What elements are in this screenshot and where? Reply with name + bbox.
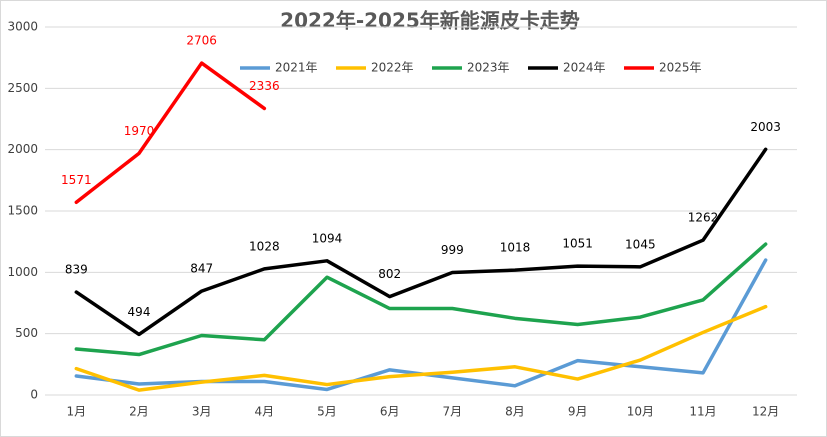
x-tick-label: 6月 bbox=[380, 405, 400, 419]
series-line bbox=[74, 61, 267, 205]
data-label: 1051 bbox=[562, 237, 593, 251]
legend-label: 2021年 bbox=[275, 61, 318, 75]
data-label: 1045 bbox=[625, 237, 656, 251]
data-label: 839 bbox=[65, 263, 88, 277]
legend-label: 2022年 bbox=[371, 61, 414, 75]
legend-label: 2025年 bbox=[659, 61, 702, 75]
series-line bbox=[74, 147, 768, 337]
series-line bbox=[74, 304, 768, 392]
legend-label: 2024年 bbox=[563, 61, 606, 75]
data-label: 2706 bbox=[186, 34, 217, 48]
x-tick-label: 5月 bbox=[317, 405, 337, 419]
data-label: 1094 bbox=[312, 231, 343, 245]
x-tick-label: 9月 bbox=[568, 405, 588, 419]
data-label: 1970 bbox=[124, 124, 155, 138]
data-label: 2003 bbox=[750, 120, 781, 134]
y-tick-label: 3000 bbox=[7, 20, 38, 34]
data-label: 847 bbox=[190, 262, 213, 276]
x-tick-label: 7月 bbox=[443, 405, 463, 419]
y-tick-label: 1000 bbox=[7, 265, 38, 279]
x-tick-label: 3月 bbox=[192, 405, 212, 419]
data-label: 2336 bbox=[249, 79, 280, 93]
x-tick-label: 11月 bbox=[689, 405, 716, 419]
data-label: 999 bbox=[441, 243, 464, 257]
x-tick-label: 4月 bbox=[255, 405, 275, 419]
data-label: 1028 bbox=[249, 239, 280, 253]
x-tick-label: 1月 bbox=[67, 405, 87, 419]
y-tick-label: 2500 bbox=[7, 81, 38, 95]
data-label: 1262 bbox=[688, 211, 719, 225]
y-tick-label: 500 bbox=[15, 326, 38, 340]
series-line bbox=[74, 242, 768, 357]
x-tick-label: 12月 bbox=[752, 405, 779, 419]
legend-label: 2023年 bbox=[467, 61, 510, 75]
y-tick-label: 2000 bbox=[7, 142, 38, 156]
y-tick-label: 0 bbox=[30, 388, 38, 402]
y-tick-label: 1500 bbox=[7, 204, 38, 218]
data-label: 1571 bbox=[61, 173, 92, 187]
data-label: 494 bbox=[128, 305, 151, 319]
data-label: 1018 bbox=[500, 241, 531, 255]
x-tick-label: 8月 bbox=[505, 405, 525, 419]
x-tick-label: 2月 bbox=[129, 405, 149, 419]
data-label: 802 bbox=[378, 267, 401, 281]
chart-title: 2022年-2025年新能源皮卡走势 bbox=[280, 9, 580, 33]
x-tick-label: 10月 bbox=[627, 405, 654, 419]
